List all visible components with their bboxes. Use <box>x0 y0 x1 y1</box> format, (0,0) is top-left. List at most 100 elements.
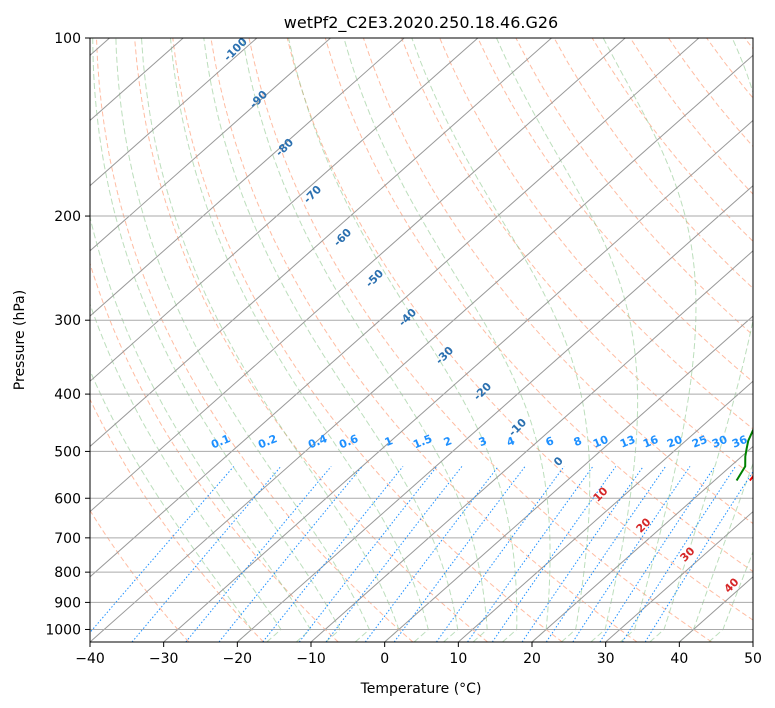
moist-adiabat <box>288 38 518 642</box>
isotherm <box>237 184 753 642</box>
dewpoint-trace <box>735 428 753 482</box>
mixing-ratio-line <box>262 466 404 642</box>
y-tick-label: 1000 <box>45 622 81 638</box>
moist-adiabat <box>602 38 697 642</box>
mixing-ratio-label: 36 <box>730 433 749 451</box>
mixing-ratio-line <box>521 466 644 642</box>
moist-adiabat <box>170 38 429 642</box>
y-tick-label: 100 <box>54 31 81 47</box>
mixing-ratio-line <box>185 466 332 642</box>
moist-adiabat <box>649 38 753 642</box>
mixing-ratio-line <box>131 466 282 642</box>
moist-adiabat <box>90 215 312 642</box>
moist-adiabat <box>141 38 400 642</box>
mixing-ratio-line <box>545 466 667 642</box>
dry-adiabat <box>90 398 264 642</box>
isotherm <box>605 510 753 642</box>
isotherm <box>90 38 331 252</box>
y-tick-label: 700 <box>54 531 81 547</box>
mixing-ratio-label: 1 <box>383 434 395 449</box>
dry-adiabat-label: -60 <box>331 226 354 249</box>
mixing-ratio-label: 10 <box>591 433 610 451</box>
plot-frame <box>89 37 754 643</box>
y-tick-label: 800 <box>54 565 81 581</box>
dry-adiabat-label: -20 <box>471 380 494 403</box>
mixing-ratio-line <box>298 466 438 642</box>
isotherm <box>90 38 405 317</box>
moist-adiabat <box>343 38 551 642</box>
moist-adiabat <box>115 38 371 642</box>
moist-adiabat-label: 20 <box>634 515 654 535</box>
moist-adiabat-label: 40 <box>722 575 742 595</box>
y-tick-label: 200 <box>54 209 81 225</box>
mixing-ratio-line <box>467 466 594 642</box>
mixing-ratio-label: 6 <box>544 434 556 449</box>
isotherm <box>90 38 700 578</box>
mixing-ratio-label: 20 <box>665 433 684 451</box>
dry-adiabat <box>248 38 712 642</box>
dry-adiabat <box>286 38 753 621</box>
moist-adiabat <box>496 38 639 642</box>
isotherm <box>90 54 753 642</box>
dry-adiabat-label: -80 <box>273 136 296 159</box>
dry-adiabat <box>324 38 753 573</box>
x-tick-label: −40 <box>75 651 105 667</box>
isotherm <box>458 380 753 642</box>
mixing-ratio-line <box>599 466 716 642</box>
moist-adiabat <box>90 302 282 642</box>
y-tick-label: 300 <box>54 313 81 329</box>
x-tick-label: 40 <box>670 651 688 667</box>
isotherm <box>384 315 753 642</box>
mixing-ratio-label: 8 <box>572 434 584 449</box>
moist-adiabat <box>708 550 753 642</box>
dry-adiabat <box>706 38 753 99</box>
isotherm <box>90 38 626 513</box>
mixing-ratio-label: 2 <box>442 434 454 449</box>
isotherm <box>90 38 479 382</box>
moist-adiabat <box>92 38 341 642</box>
dry-adiabat-label: -70 <box>301 183 324 206</box>
dry-adiabat-label: 0 <box>551 454 566 469</box>
mixing-ratio-label: 0.2 <box>256 432 279 451</box>
isotherm <box>531 445 753 642</box>
dry-adiabat <box>553 38 753 289</box>
dry-adiabat <box>90 261 339 642</box>
isotherm <box>90 38 258 187</box>
x-axis-label: Temperature (°C) <box>360 681 482 697</box>
moist-adiabat <box>203 38 459 642</box>
isotherm <box>752 641 753 642</box>
dry-adiabat <box>515 38 753 336</box>
moist-adiabat <box>90 369 253 642</box>
x-tick-label: −10 <box>296 651 326 667</box>
mixing-ratio-label: 16 <box>641 433 660 451</box>
mixing-ratio-label: 30 <box>710 433 729 451</box>
mixing-ratio-label: 3 <box>477 434 489 449</box>
x-tick-label: −30 <box>149 651 179 667</box>
y-tick-label: 400 <box>54 387 81 403</box>
dry-adiabat-label: -90 <box>247 88 270 111</box>
y-tick-label: 500 <box>54 444 81 460</box>
x-tick-label: 0 <box>380 651 389 667</box>
mixing-ratio-line <box>325 466 463 642</box>
dry-adiabat <box>362 38 753 525</box>
y-axis-label: Pressure (hPa) <box>12 290 28 390</box>
mixing-ratio-label: 25 <box>690 433 709 451</box>
moist-adiabat <box>411 38 591 642</box>
isotherm <box>90 38 552 448</box>
dry-adiabat-label: -30 <box>433 344 456 367</box>
dry-adiabat-label: -100 <box>221 35 250 64</box>
dry-adiabat <box>210 38 638 642</box>
mixing-ratio-label: 1.5 <box>411 432 434 451</box>
mixing-ratio-line <box>621 466 736 642</box>
dry-adiabat-label: -40 <box>396 306 419 329</box>
y-tick-label: 600 <box>54 491 81 507</box>
mixing-ratio-label: 0.4 <box>306 432 329 451</box>
x-tick-label: 20 <box>523 651 541 667</box>
dry-adiabat <box>134 38 488 642</box>
isotherm <box>163 119 753 642</box>
mixing-ratio-label: 13 <box>618 433 637 451</box>
mixing-ratio-line <box>364 466 499 642</box>
y-tick-label: 900 <box>54 595 81 611</box>
chart-title: wetPf2_C2E3.2020.250.18.46.G26 <box>284 13 558 33</box>
